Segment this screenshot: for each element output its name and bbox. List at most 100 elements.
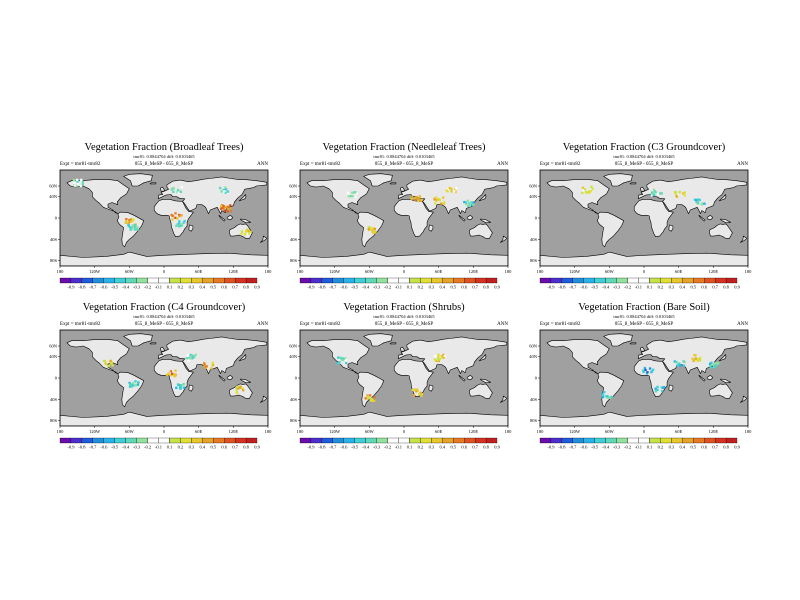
land-madagascar — [668, 224, 674, 232]
land-borneo — [466, 215, 474, 220]
colorbar-label: -0.3 — [373, 285, 381, 290]
colorbar-swatch — [70, 277, 82, 284]
lon-tick-label: 120E — [229, 429, 239, 434]
diff-cell — [226, 208, 230, 211]
land-australia — [469, 223, 493, 239]
lon-tick-label: 0 — [403, 429, 406, 434]
panel-info: tmr81: 0.0844704 diff: 0.0103465 — [613, 314, 675, 319]
land-eurasia — [397, 176, 508, 214]
land-eurasia — [637, 176, 748, 214]
colorbar-swatch — [649, 277, 661, 284]
diff-cell — [603, 391, 606, 394]
colorbar-swatch — [59, 277, 72, 284]
colorbar-label: 0.3 — [189, 285, 195, 290]
diff-cell — [169, 374, 172, 377]
diff-cell — [76, 178, 79, 181]
diff-cell — [220, 204, 223, 208]
land-antarctica — [540, 411, 748, 426]
colorbar-swatch — [92, 437, 104, 444]
diff-cell — [646, 371, 649, 374]
diff-cell — [76, 182, 79, 185]
land-sumatra — [698, 375, 706, 382]
colorbar-swatch — [158, 437, 170, 444]
colorbar-swatch — [365, 437, 377, 444]
diff-cell — [79, 184, 83, 188]
colorbar-label: -0.4 — [362, 285, 370, 290]
lat-tick-label: 60N — [529, 344, 538, 349]
diff-cell — [651, 193, 654, 196]
map-area — [540, 333, 748, 426]
diff-cell — [369, 397, 372, 400]
colorbar-label: 0.4 — [679, 445, 685, 450]
colorbar-label: -0.5 — [111, 285, 119, 290]
colorbar-swatch — [332, 437, 344, 444]
diff-cell — [373, 396, 376, 399]
land-newGuinea — [480, 218, 491, 224]
diff-cell — [678, 362, 681, 365]
land-newGuinea — [480, 378, 491, 384]
panel-season: ANN — [257, 322, 268, 327]
lon-tick-label: 120W — [89, 429, 101, 434]
diff-cell — [186, 354, 189, 358]
diff-cell — [174, 216, 177, 219]
diff-cell — [696, 358, 699, 361]
diff-cell — [652, 368, 655, 371]
lat-tick-label: 40S — [530, 237, 538, 242]
lon-tick-label: 60W — [605, 269, 615, 274]
diff-cell — [176, 217, 179, 220]
colorbar-label: 0.8 — [483, 285, 489, 290]
diff-cell — [179, 385, 183, 388]
colorbar-swatch — [420, 437, 432, 444]
colorbar-label: 0.9 — [494, 285, 500, 290]
lat-tick-label: 0 — [295, 216, 298, 221]
diff-cell — [165, 373, 169, 377]
diff-cell — [369, 394, 372, 397]
lon-tick-label: 180 — [297, 269, 305, 274]
diff-cell — [344, 357, 347, 360]
diff-cell — [73, 181, 76, 184]
colorbar-label: 0.1 — [647, 285, 653, 290]
colorbar-swatch — [158, 277, 170, 284]
diff-cell — [648, 367, 652, 370]
diff-hotspot — [240, 228, 252, 236]
panel-title: Vegetation Fraction (C3 Groundcover) — [563, 142, 726, 153]
diff-cell — [442, 202, 445, 205]
colorbar-label: 0.6 — [461, 285, 467, 290]
diff-cell — [345, 358, 348, 362]
colorbar-label: 0.8 — [243, 445, 249, 450]
diff-cell — [238, 386, 242, 389]
diff-cell — [171, 187, 175, 190]
land-uk — [160, 346, 165, 352]
land-madagascar — [428, 384, 434, 392]
lat-tick-label: 0 — [55, 376, 58, 381]
diff-cell — [698, 198, 701, 202]
colorbar-swatch — [125, 277, 137, 284]
colorbar-swatch — [180, 277, 192, 284]
diff-hotspot — [336, 356, 348, 365]
diff-cell — [691, 357, 694, 360]
diff-cell — [364, 397, 367, 400]
panel-c3_groundcover: Vegetation Fraction (C3 Groundcover)tmr8… — [529, 142, 752, 290]
lon-tick-label: 180 — [297, 429, 305, 434]
diff-hotspot — [642, 366, 655, 375]
colorbar-swatch — [704, 277, 716, 284]
diff-cell — [696, 198, 699, 201]
colorbar-label: -0.7 — [569, 285, 577, 290]
colorbar-label: -0.1 — [155, 445, 162, 450]
diff-hotspot — [673, 190, 686, 198]
colorbar-label: 0.2 — [418, 285, 424, 290]
colorbar-swatch — [550, 277, 562, 284]
colorbar-swatch — [605, 437, 617, 444]
diff-cell — [443, 354, 446, 358]
colorbar-swatch — [191, 277, 203, 284]
land-antarctica — [60, 251, 268, 266]
lon-tick-label: 180 — [265, 429, 273, 434]
colorbar-swatch — [224, 277, 236, 284]
colorbar-label: -0.3 — [373, 445, 381, 450]
diff-cell — [226, 190, 230, 193]
diff-cell — [645, 372, 648, 375]
diff-cell — [455, 187, 458, 190]
diff-cell — [125, 218, 128, 221]
diff-cell — [187, 359, 190, 362]
colorbar-swatch — [561, 437, 573, 444]
